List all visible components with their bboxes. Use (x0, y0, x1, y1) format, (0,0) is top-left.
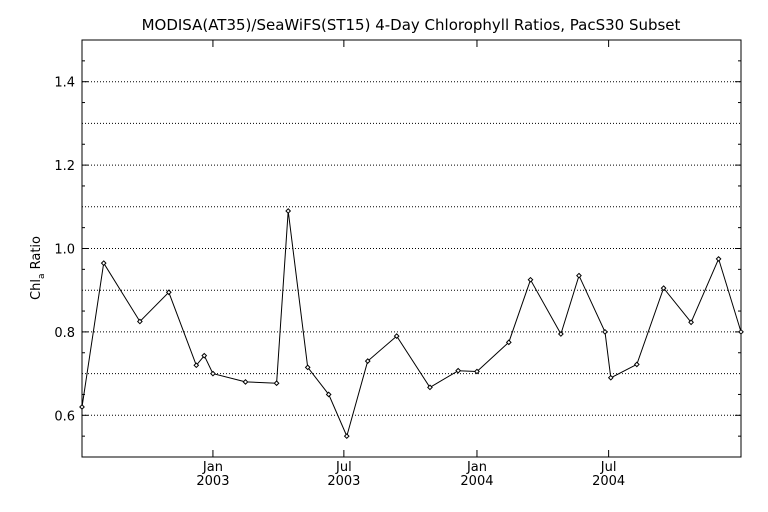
y-tick-label: 1.4 (54, 76, 75, 91)
data-point (285, 208, 292, 214)
data-point (343, 433, 350, 440)
data-point (325, 391, 332, 398)
data-point (455, 367, 462, 374)
data-point (201, 352, 208, 359)
x-tick-label-month: Jul (335, 460, 352, 475)
data-point (193, 362, 200, 369)
data-point (688, 319, 694, 326)
data-point (427, 384, 433, 391)
data-point (393, 333, 400, 339)
data-point (602, 328, 608, 335)
data-point (273, 380, 280, 387)
y-axis-label-rest: Ratio (29, 236, 44, 274)
x-tick-label-month: Jan (466, 460, 487, 475)
data-point (210, 370, 216, 377)
data-point (474, 368, 480, 375)
x-tick-label-year: 2004 (460, 474, 493, 489)
data-point (738, 328, 744, 335)
y-axis-label-subscript: a (37, 274, 47, 280)
data-point (607, 374, 614, 381)
data-point (242, 379, 249, 385)
data-point (100, 260, 107, 267)
y-axis-ticks: 0.6 0.8 1.0 1.2 1.4 (54, 60, 741, 437)
y-axis-label-main: Chl (29, 279, 44, 300)
plot-frame (81, 39, 742, 458)
x-tick-label-year: 2004 (592, 474, 625, 489)
data-point (715, 256, 722, 262)
data-point (557, 331, 564, 337)
data-point (136, 318, 143, 325)
data-point (165, 289, 172, 296)
data-point (505, 339, 512, 346)
y-tick-label: 1.2 (54, 159, 75, 174)
data-series (79, 208, 744, 440)
data-point (364, 358, 371, 364)
y-tick-label: 0.8 (54, 326, 75, 341)
x-tick-label-year: 2003 (196, 474, 229, 489)
gridlines (82, 81, 741, 416)
x-tick-label-year: 2003 (327, 474, 360, 489)
x-tick-label-month: Jan (202, 460, 223, 475)
y-axis-label: Chla Ratio (29, 236, 47, 300)
y-tick-label: 0.6 (54, 409, 75, 424)
data-point (633, 361, 640, 368)
axes (81, 39, 742, 458)
chart-title: MODISA(AT35)/SeaWiFS(ST15) 4-Day Chlorop… (142, 16, 681, 34)
data-point (304, 364, 311, 371)
data-point (660, 285, 667, 292)
series-line (81, 210, 742, 438)
data-point (527, 276, 534, 283)
data-point (79, 404, 85, 410)
x-tick-label-month: Jul (600, 460, 617, 475)
data-point (576, 272, 582, 279)
y-tick-label: 1.0 (54, 243, 75, 258)
